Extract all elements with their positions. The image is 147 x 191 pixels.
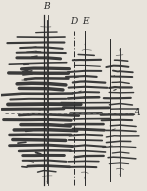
Text: D: D xyxy=(70,17,77,26)
Text: B: B xyxy=(43,2,49,11)
Text: A: A xyxy=(133,108,140,117)
Text: E: E xyxy=(82,17,88,26)
